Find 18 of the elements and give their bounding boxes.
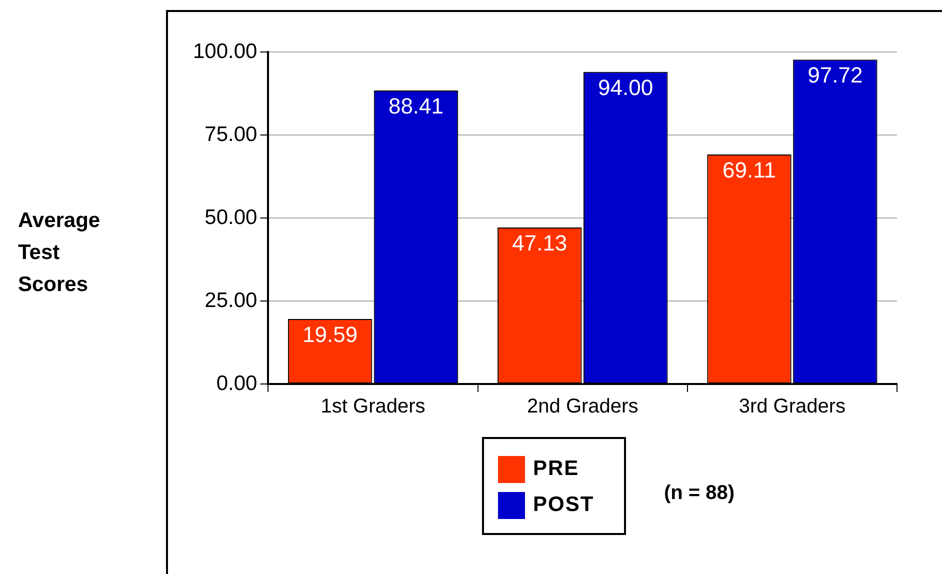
legend-label: POST: [533, 493, 594, 517]
y-tick-label: 0.00: [216, 372, 258, 395]
text: (n = 88): [664, 482, 735, 505]
x-tick-label: 1st Graders: [320, 396, 426, 418]
y-tick-label: 25.00: [204, 288, 258, 312]
data-label: 19.59: [302, 322, 358, 348]
x-tick-label: 3rd Graders: [738, 396, 846, 418]
y-tick-label: 100.00: [192, 40, 258, 63]
y-tick-label: 50.00: [204, 206, 258, 229]
data-label: 88.41: [388, 94, 444, 119]
data-label: 69.11: [722, 158, 776, 183]
x-tick-label: 2nd Graders: [527, 396, 638, 418]
y-tick-label: 75.00: [204, 122, 258, 146]
y-axis-title: Average Test Scores: [18, 208, 102, 298]
legend-label: PRE: [533, 457, 580, 481]
data-label: 47.13: [512, 230, 568, 256]
data-label: 94.00: [598, 74, 654, 100]
data-label: 97.72: [808, 62, 863, 88]
